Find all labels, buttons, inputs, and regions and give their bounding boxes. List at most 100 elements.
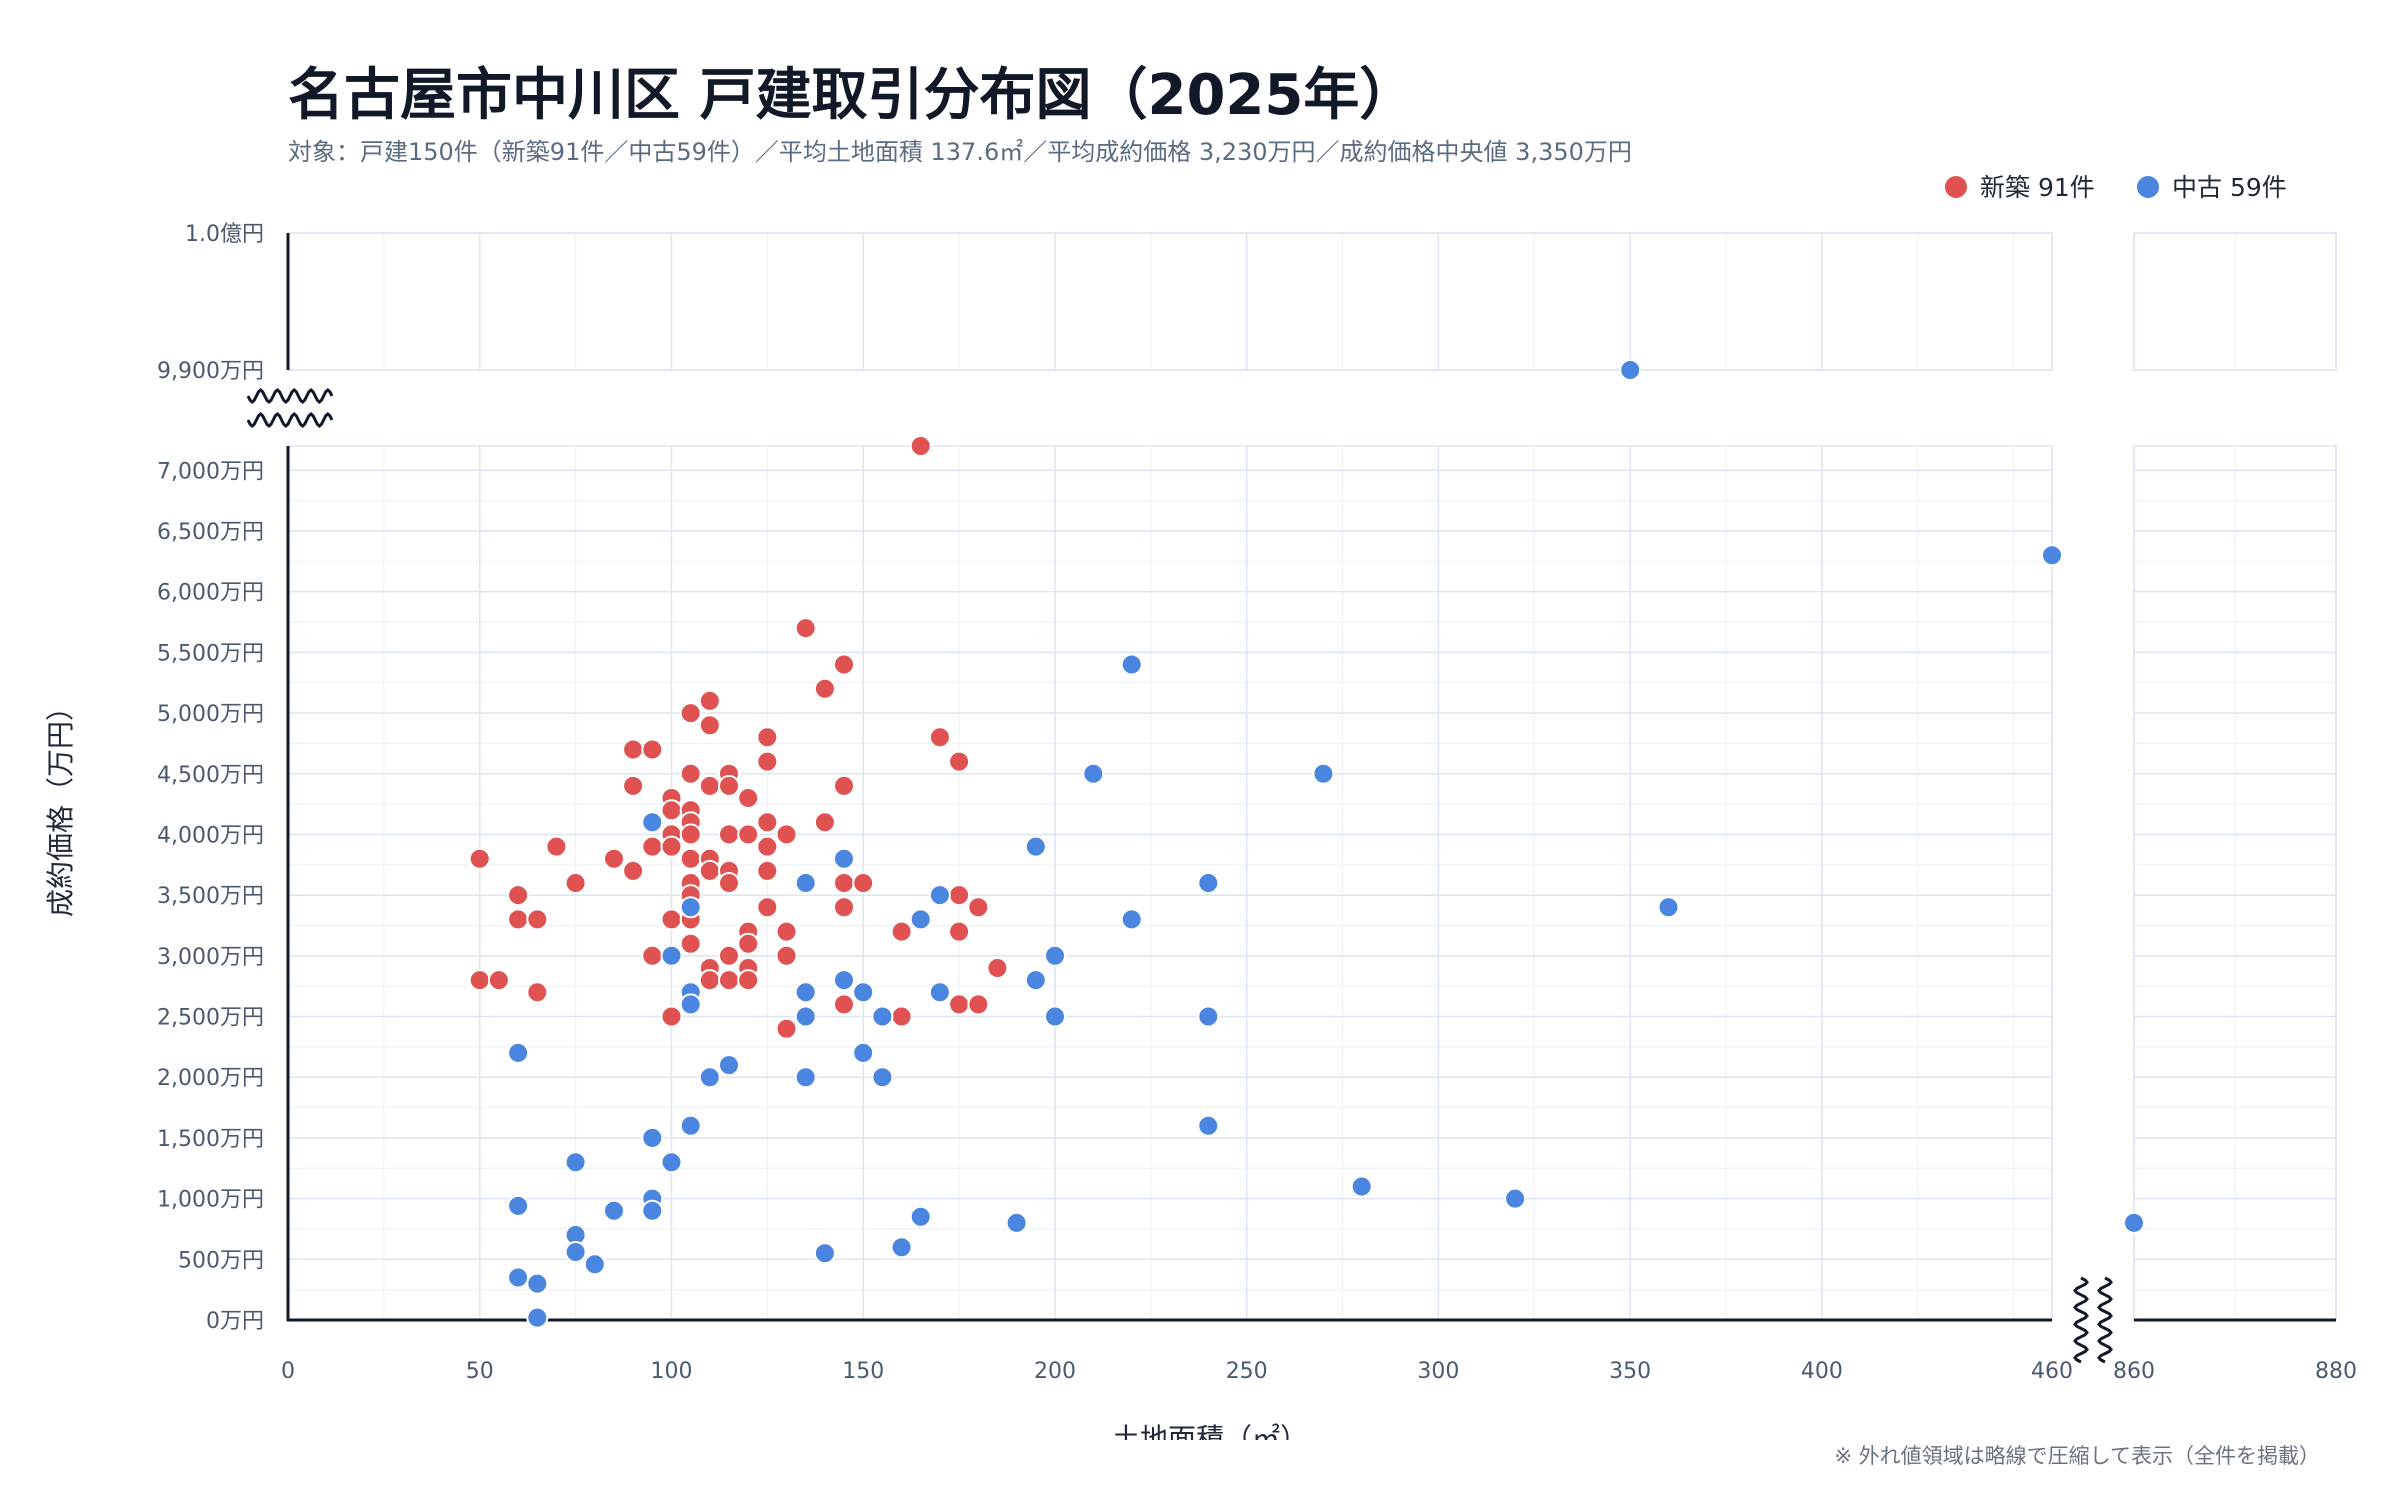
point-used (871, 1066, 894, 1089)
point-used (794, 1005, 817, 1028)
point-new-build (718, 823, 740, 846)
point-new-build (622, 774, 645, 797)
y-tick-label: 2,500万円 (157, 1006, 264, 1031)
point-used (909, 908, 932, 931)
point-new-build (948, 884, 971, 907)
point-new-build (622, 738, 645, 761)
point-new-build (756, 726, 779, 749)
point-new-build (737, 787, 760, 809)
point-new-build (909, 435, 932, 457)
point-new-build (833, 896, 855, 919)
point-new-build (756, 811, 779, 834)
axis-tick-labels: 0 50 100 150 200 250 300 350 400 460 860 880 0万円 500万… (157, 222, 2357, 1384)
point-new-build (775, 1017, 798, 1040)
point-new-build (813, 677, 836, 700)
point-used (507, 1194, 530, 1217)
point-new-build (641, 738, 664, 761)
point-new-build (679, 823, 702, 846)
x-tick-label: 100 (650, 1359, 692, 1384)
point-new-build (967, 993, 990, 1016)
point-used (833, 969, 855, 992)
chart-gridlines (287, 232, 2337, 1321)
x-tick-label: 250 (1226, 1359, 1268, 1384)
point-new-build (660, 799, 683, 822)
chart-title: 名古屋市中川区 戸建取引分布図（2025年） (288, 63, 1416, 128)
y-tick-label: 3,000万円 (157, 945, 264, 970)
point-new-build (833, 872, 855, 894)
point-new-build (622, 859, 645, 882)
legend-label: 中古 59件 (2172, 173, 2287, 202)
chart-axes (286, 233, 2336, 1322)
x-tick-label: 860 (2113, 1359, 2155, 1384)
point-new-build (756, 896, 779, 919)
point-used (794, 1066, 817, 1089)
point-used (1044, 944, 1066, 967)
point-used (698, 1066, 721, 1089)
x-tick-label: 200 (1034, 1359, 1076, 1384)
point-new-build (660, 835, 683, 858)
point-new-build (737, 969, 760, 992)
point-used (1005, 1211, 1028, 1234)
point-new-build (603, 847, 625, 870)
y-axis-break-mark (246, 388, 334, 404)
point-used (2123, 1211, 2145, 1234)
point-used (641, 811, 664, 834)
point-new-build (948, 750, 971, 773)
x-tick-label: 50 (466, 1359, 494, 1384)
point-new-build (660, 908, 683, 931)
point-used (1197, 1114, 1220, 1137)
point-used (660, 944, 683, 967)
y-tick-label: 5,000万円 (157, 702, 264, 727)
plot-panel (287, 445, 2053, 1321)
point-used (1024, 969, 1047, 992)
point-new-build (698, 714, 721, 737)
x-axis-break-mark (2073, 1276, 2089, 1364)
x-tick-label: 350 (1609, 1359, 1651, 1384)
point-new-build (890, 1005, 913, 1028)
point-used (679, 896, 702, 919)
point-used (928, 884, 951, 907)
point-used (1082, 762, 1105, 785)
point-new-build (756, 835, 779, 858)
y-tick-label: 0万円 (206, 1309, 264, 1334)
point-new-build (948, 920, 971, 943)
point-new-build (833, 653, 855, 676)
y-tick-label: 500万円 (178, 1248, 264, 1273)
point-used (1350, 1175, 1373, 1198)
point-new-build (679, 702, 702, 725)
point-used (526, 1272, 549, 1295)
point-new-build (737, 823, 760, 846)
x-tick-label: 400 (1801, 1359, 1843, 1384)
point-used (507, 1266, 530, 1289)
point-new-build (698, 689, 721, 712)
point-used (852, 981, 875, 1004)
point-new-build (718, 944, 740, 967)
point-new-build (737, 932, 760, 955)
point-used (583, 1253, 606, 1276)
point-used (526, 1306, 549, 1329)
point-new-build (967, 896, 990, 919)
chart-legend: 新築 91件 中古 59件 (1945, 173, 2287, 202)
point-used (1657, 896, 1680, 919)
point-new-build (679, 762, 702, 785)
point-used (641, 1126, 664, 1149)
point-new-build (641, 835, 664, 858)
point-used (1120, 908, 1143, 931)
legend-label: 新築 91件 (1980, 173, 2095, 202)
point-used (1024, 835, 1047, 858)
x-axis-title: 土地面積（㎡） (1112, 1422, 1308, 1440)
point-used (1504, 1187, 1527, 1210)
point-used (507, 1041, 530, 1064)
point-new-build (698, 859, 721, 882)
point-used (718, 1054, 740, 1077)
data-points (468, 359, 2145, 1329)
y-tick-label: 6,500万円 (157, 520, 264, 545)
point-used (928, 981, 951, 1004)
y-tick-label: 6,000万円 (157, 581, 264, 606)
y-tick-label: 1.0億円 (185, 222, 264, 247)
point-used (794, 872, 817, 894)
point-new-build (526, 981, 549, 1004)
y-tick-label: 1,000万円 (157, 1188, 264, 1213)
point-used (890, 1236, 913, 1259)
y-tick-label: 9,900万円 (157, 359, 264, 384)
